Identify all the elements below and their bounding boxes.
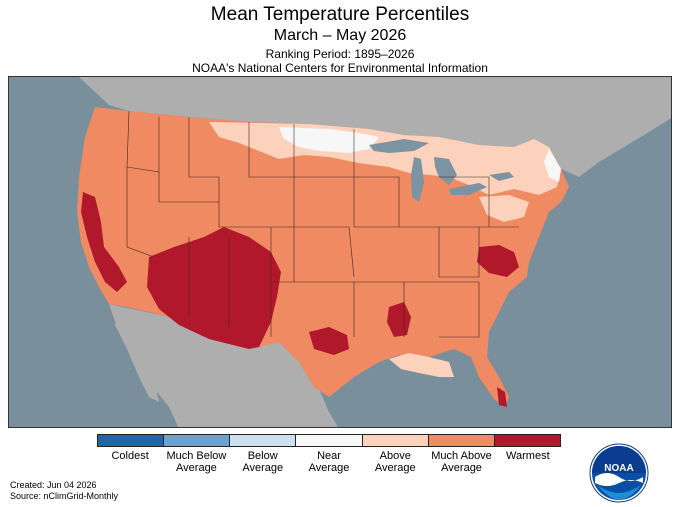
noaa-logo-icon: NOAA bbox=[589, 443, 649, 503]
legend-label-much-below: Much Below Average bbox=[166, 450, 227, 474]
baja-peninsula bbox=[115, 309, 159, 402]
region-warmest-southwest bbox=[147, 227, 281, 349]
region-above-midatlantic bbox=[479, 195, 529, 222]
region-warmest-north-carolina bbox=[477, 245, 519, 277]
legend-label-coldest: Coldest bbox=[111, 450, 149, 462]
legend-swatch-coldest bbox=[98, 435, 165, 446]
noaa-logo-text: NOAA bbox=[604, 463, 633, 474]
region-warmest-mississippi bbox=[387, 302, 411, 337]
legend-labels: Coldest Much Below Average Below Average… bbox=[97, 450, 561, 474]
title-block: Mean Temperature Percentiles March – May… bbox=[0, 4, 680, 75]
legend-label-above: Above Average bbox=[374, 450, 416, 474]
region-near-new-england bbox=[544, 149, 561, 182]
ranking-period: Ranking Period: 1895–2026 bbox=[265, 47, 415, 61]
legend-label-warmest: Warmest bbox=[506, 450, 550, 462]
lake-michigan bbox=[411, 157, 424, 202]
region-warmest-florida bbox=[497, 387, 507, 407]
legend-swatch-near bbox=[296, 435, 363, 446]
legend-label-much-above: Much Above Average bbox=[431, 450, 492, 474]
legend-swatch-warmest bbox=[494, 435, 560, 446]
legend-swatch-much-below bbox=[164, 435, 231, 446]
mexico-landmass bbox=[109, 304, 338, 427]
source-org: NOAA's National Centers for Environmenta… bbox=[192, 61, 488, 75]
footer: Created: Jun 04 2026 Source: nClimGrid-M… bbox=[10, 480, 118, 502]
lake-huron bbox=[434, 157, 457, 185]
region-warmest-california bbox=[81, 192, 127, 292]
canada-landmass bbox=[9, 77, 671, 177]
map-frame bbox=[8, 76, 672, 428]
map-title: Mean Temperature Percentiles bbox=[210, 4, 470, 25]
lake-ontario bbox=[489, 172, 514, 181]
legend-swatch-much-above bbox=[428, 435, 495, 446]
lake-superior bbox=[369, 139, 429, 153]
lake-erie bbox=[449, 183, 487, 195]
created-date: Created: Jun 04 2026 bbox=[10, 480, 97, 490]
state-borders bbox=[126, 110, 519, 338]
legend-label-below: Below Average bbox=[242, 450, 284, 474]
legend-label-near: Near Average bbox=[308, 450, 350, 474]
region-warmest-texas bbox=[309, 327, 349, 355]
region-above-gulf bbox=[389, 353, 454, 377]
us-temperature-map bbox=[9, 77, 671, 427]
legend-color-bar bbox=[97, 434, 561, 447]
legend-swatch-above bbox=[362, 435, 429, 446]
map-period: March – May 2026 bbox=[273, 27, 407, 44]
data-source: Source: nClimGrid-Monthly bbox=[10, 491, 119, 501]
legend-swatch-below bbox=[230, 435, 297, 446]
